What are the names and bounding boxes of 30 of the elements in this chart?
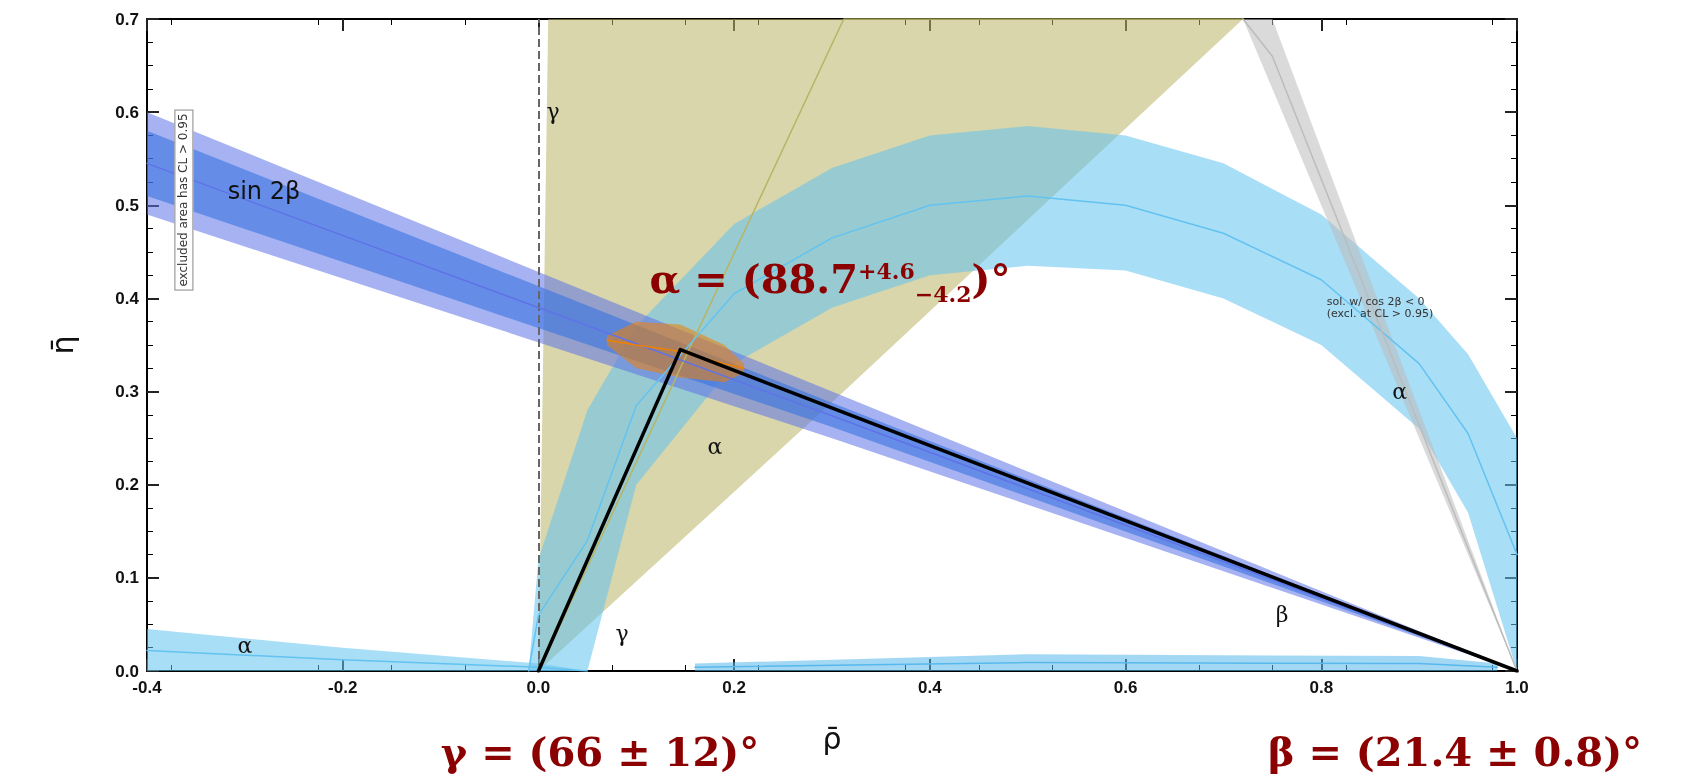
text: β = (21.4 ± 0.8)° (1267, 728, 1643, 775)
y-tick-label: 0.4 (115, 288, 140, 308)
x-tick-label: 0.6 (1113, 678, 1138, 697)
annotation: sin 2β (227, 176, 301, 205)
annotation: α = (88.7$^{+4.6}$$_{−4.2}$)° (649, 255, 1011, 308)
annotation: α (1392, 378, 1407, 404)
y-tick-label: 0.1 (115, 568, 139, 588)
text: γ = (66 ± 12)° (440, 728, 760, 775)
x-tick-label: 0.8 (1309, 678, 1334, 697)
x-tick-label: -0.2 (328, 678, 358, 697)
y-tick-label: 0.3 (115, 382, 139, 402)
x-tick-label: 1.0 (1505, 678, 1529, 697)
x-tick-label: 0.0 (526, 678, 551, 697)
annotation: β (1275, 601, 1289, 628)
x-axis-title: ρ̄ (822, 720, 842, 756)
annotation: excluded area has CL > 0.95 (174, 109, 194, 291)
y-tick-label: 0.0 (115, 661, 139, 681)
x-tick-label: 0.4 (918, 678, 943, 697)
y-tick-label: 0.6 (115, 102, 139, 122)
annotation: γ (546, 98, 560, 125)
annotation: α (237, 632, 253, 659)
y-axis-title: η̄ (44, 335, 80, 355)
y-tick-label: 0.7 (115, 9, 139, 29)
annotation: sol. w/ cos 2β < 0 (excl. at CL > 0.95) (1326, 294, 1434, 320)
x-tick-label: -0.4 (132, 678, 163, 697)
y-tick-label: 0.5 (115, 195, 139, 215)
annotation: α (707, 433, 723, 460)
x-tick-label: 0.2 (722, 678, 746, 697)
y-tick-label: 0.2 (115, 475, 139, 495)
annotation: γ (615, 620, 629, 647)
